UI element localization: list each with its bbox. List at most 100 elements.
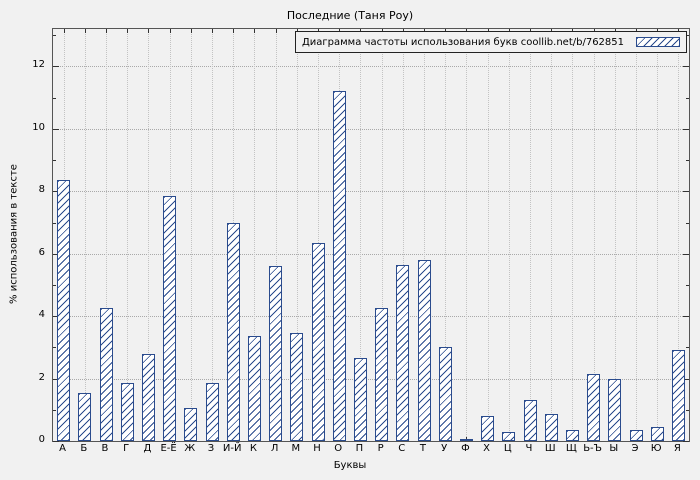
- y-tick-mark: [683, 66, 689, 68]
- x-tick-label: И-Й: [222, 443, 242, 454]
- bar-П: [353, 358, 367, 441]
- bar-Р: [375, 308, 389, 441]
- y-minor-tick-mark: [53, 409, 56, 411]
- x-tick-label: М: [291, 443, 301, 454]
- x-gridline: [106, 29, 107, 441]
- x-tick-mark: [148, 29, 150, 33]
- y-tick-mark: [683, 316, 689, 318]
- x-tick-label: Ь-Ъ: [583, 443, 602, 454]
- x-gridline: [381, 29, 383, 441]
- legend: Диаграмма частоты использования букв coo…: [294, 31, 687, 53]
- y-tick-label: 12: [32, 59, 45, 71]
- y-minor-tick-mark: [53, 97, 56, 99]
- x-gridline: [212, 29, 213, 441]
- y-tick-mark: [683, 191, 689, 193]
- x-gridline: [487, 29, 489, 441]
- y-gridline: [53, 253, 689, 255]
- x-tick-label: С: [398, 443, 406, 454]
- y-gridline: [53, 316, 689, 318]
- x-gridline: [551, 29, 553, 441]
- y-minor-tick-mark: [53, 222, 56, 224]
- bar-Б: [78, 393, 92, 441]
- x-tick-label: В: [101, 443, 109, 454]
- y-tick-mark: [53, 66, 59, 68]
- bar-У: [438, 347, 452, 441]
- bar-К: [247, 336, 261, 441]
- y-gridline: [53, 191, 689, 193]
- bar-Ю: [650, 427, 664, 441]
- y-minor-tick-mark: [686, 97, 689, 99]
- y-minor-tick-mark: [686, 409, 689, 411]
- y-tick-mark: [683, 378, 689, 380]
- x-tick-label: Э: [631, 443, 639, 454]
- x-tick-label: Г: [123, 443, 130, 454]
- x-tick-label: К: [249, 443, 257, 454]
- y-tick-mark: [53, 191, 59, 193]
- bar-Э: [629, 430, 643, 441]
- x-gridline: [127, 29, 129, 441]
- x-tick-label: Ю: [650, 443, 662, 454]
- x-tick-label: Ж: [184, 443, 196, 454]
- x-tick-mark: [275, 29, 277, 33]
- y-tick-mark: [53, 253, 59, 255]
- x-tick-label: Ц: [503, 443, 512, 454]
- y-tick-mark: [53, 378, 59, 380]
- x-tick-mark: [212, 29, 213, 33]
- x-gridline: [360, 29, 362, 441]
- x-gridline: [254, 29, 256, 441]
- x-tick-label: Л: [270, 443, 279, 454]
- x-gridline: [636, 29, 637, 441]
- x-gridline: [402, 29, 404, 441]
- y-tick-mark: [53, 316, 59, 318]
- bar-Ж: [184, 408, 198, 441]
- x-gridline: [190, 29, 192, 441]
- bar-Е-Ё: [163, 196, 177, 441]
- bar-Ш: [544, 414, 558, 441]
- chart-title: Последние (Таня Роу): [286, 9, 414, 22]
- bar-Ч: [523, 400, 537, 441]
- x-gridline: [424, 29, 425, 441]
- legend-label: Диаграмма частоты использования букв coo…: [301, 36, 624, 48]
- bar-Я: [671, 350, 685, 441]
- bar-Д: [141, 354, 155, 441]
- y-minor-tick-mark: [53, 35, 56, 37]
- x-tick-label: Ы: [609, 443, 619, 454]
- bar-М: [290, 333, 304, 441]
- x-gridline: [296, 29, 298, 441]
- x-tick-label: П: [355, 443, 364, 454]
- x-gridline: [593, 29, 595, 441]
- x-tick-label: Т: [419, 443, 427, 454]
- x-tick-label: Р: [377, 443, 384, 454]
- bar-Л: [269, 266, 283, 441]
- y-tick-mark: [683, 128, 689, 130]
- x-gridline: [530, 29, 531, 441]
- x-tick-label: Н: [313, 443, 321, 454]
- x-gridline: [275, 29, 277, 441]
- bar-А: [57, 180, 71, 441]
- y-tick-mark: [53, 128, 59, 130]
- y-minor-tick-mark: [53, 284, 56, 286]
- bar-Н: [311, 243, 325, 441]
- x-tick-label: Ф: [461, 443, 470, 454]
- x-axis-tick-labels: А Б В Г Д Е-Ё Ж З И-Й К Л М Н О П Р С Т У Ф Х Ц Ч Ш Щ Ь-Ъ Ы Э Ю Я: [52, 443, 688, 457]
- x-tick-label: Х: [483, 443, 491, 454]
- bar-Ы: [608, 379, 622, 441]
- x-tick-mark: [63, 29, 65, 33]
- y-minor-tick-mark: [686, 347, 689, 349]
- x-tick-mark: [84, 29, 86, 33]
- y-minor-tick-mark: [53, 160, 56, 162]
- x-tick-mark: [127, 29, 129, 33]
- y-tick-label: 6: [38, 246, 45, 258]
- y-gridline: [53, 66, 689, 68]
- y-minor-tick-mark: [686, 222, 689, 224]
- y-minor-tick-mark: [686, 160, 689, 162]
- x-gridline: [148, 29, 150, 441]
- x-tick-label: Щ: [565, 443, 577, 454]
- x-gridline: [508, 29, 510, 441]
- x-tick-mark: [190, 29, 192, 33]
- y-tick-mark: [53, 441, 59, 442]
- x-tick-label: Б: [80, 443, 88, 454]
- bar-Т: [417, 260, 431, 441]
- y-tick-mark: [683, 441, 689, 442]
